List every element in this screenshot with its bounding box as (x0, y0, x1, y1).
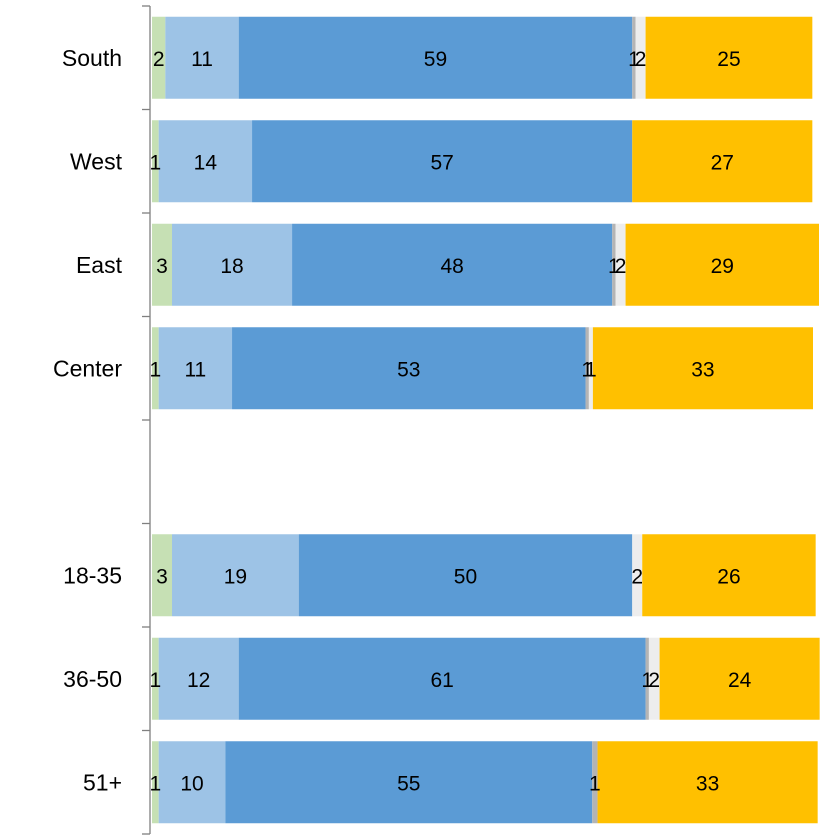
bar-segment (158, 120, 253, 203)
data-label: 1 (149, 772, 161, 795)
bar-segment (642, 534, 816, 617)
category-label: South (62, 45, 122, 71)
category-label: Center (53, 355, 122, 381)
bar-segment (298, 534, 633, 617)
bar-segment (648, 637, 660, 720)
bar-segment (238, 637, 646, 720)
bar-segment (172, 223, 293, 306)
bar-segment (592, 327, 813, 410)
data-label: 2 (635, 48, 647, 71)
bar-segment (158, 327, 233, 410)
bar-segment (152, 223, 173, 306)
bars-layer (152, 16, 820, 824)
bar-segment (252, 120, 633, 203)
data-label: 2 (615, 255, 627, 278)
value-labels-layer: 2 11 59 12 251 14 57 273 18 48 12 291 11 53 11 333 19 50 2… (149, 48, 751, 796)
bar-segment (152, 741, 159, 824)
category-label: West (70, 148, 123, 174)
data-label: 1 (149, 358, 161, 381)
bar-segment (645, 637, 649, 720)
data-label: 11 (184, 358, 206, 381)
category-label: East (76, 252, 123, 278)
data-label: 2 (153, 48, 165, 71)
bar-segment (588, 327, 593, 410)
bar-segment (585, 327, 589, 410)
bar-segment (625, 223, 819, 306)
bar-segment (152, 534, 173, 617)
bar-segment (292, 223, 613, 306)
bar-segment (152, 16, 166, 99)
bar-segment (592, 741, 598, 824)
bar-segment (158, 741, 226, 824)
data-label: 25 (717, 48, 740, 71)
data-label: 27 (711, 151, 734, 174)
data-label: 19 (224, 565, 247, 588)
category-label: 18-35 (63, 562, 122, 588)
data-label: 26 (717, 565, 740, 588)
data-label: 2 (631, 565, 643, 588)
bar-segment (659, 637, 820, 720)
data-label: 1 (628, 48, 640, 71)
bar-segment (172, 534, 299, 617)
data-label: 18 (220, 255, 243, 278)
bar-segment (158, 637, 239, 720)
category-label: 51+ (83, 769, 122, 795)
bar-segment (635, 16, 646, 99)
data-label: 14 (194, 151, 218, 174)
data-label: 61 (430, 669, 453, 692)
data-label: 33 (691, 358, 714, 381)
bar-segment (152, 637, 159, 720)
data-label: 1 (641, 669, 653, 692)
data-label: 3 (156, 565, 168, 588)
bar-segment (165, 16, 239, 99)
bar-segment (615, 223, 626, 306)
data-label: 11 (191, 48, 213, 71)
data-label: 1 (149, 669, 161, 692)
bar-segment (152, 120, 159, 203)
bar-segment (632, 120, 813, 203)
data-label: 50 (454, 565, 477, 588)
bar-segment (597, 741, 818, 824)
data-label: 1 (608, 255, 620, 278)
data-label: 48 (440, 255, 463, 278)
bar-segment (612, 223, 616, 306)
data-label: 57 (430, 151, 453, 174)
bar-segment (152, 327, 159, 410)
bar-segment (238, 16, 633, 99)
category-label: 36-50 (63, 666, 122, 692)
data-label: 53 (397, 358, 420, 381)
data-label: 24 (728, 669, 752, 692)
bar-segment (232, 327, 586, 410)
data-label: 2 (648, 669, 660, 692)
data-label: 1 (581, 358, 593, 381)
data-label: 55 (397, 772, 420, 795)
data-label: 29 (711, 255, 734, 278)
data-label: 1 (589, 772, 601, 795)
category-labels-layer: South West East Center 18-35 36-50 51+ (53, 45, 123, 796)
data-label: 3 (156, 255, 168, 278)
data-label: 59 (424, 48, 447, 71)
data-label: 1 (585, 358, 597, 381)
data-label: 12 (187, 669, 210, 692)
category-axis (142, 5, 151, 835)
bar-segment (632, 534, 643, 617)
bar-segment (225, 741, 593, 824)
data-label: 10 (180, 772, 203, 795)
bar-segment (632, 16, 636, 99)
data-label: 1 (149, 151, 161, 174)
bar-segment (645, 16, 813, 99)
data-label: 33 (696, 772, 719, 795)
